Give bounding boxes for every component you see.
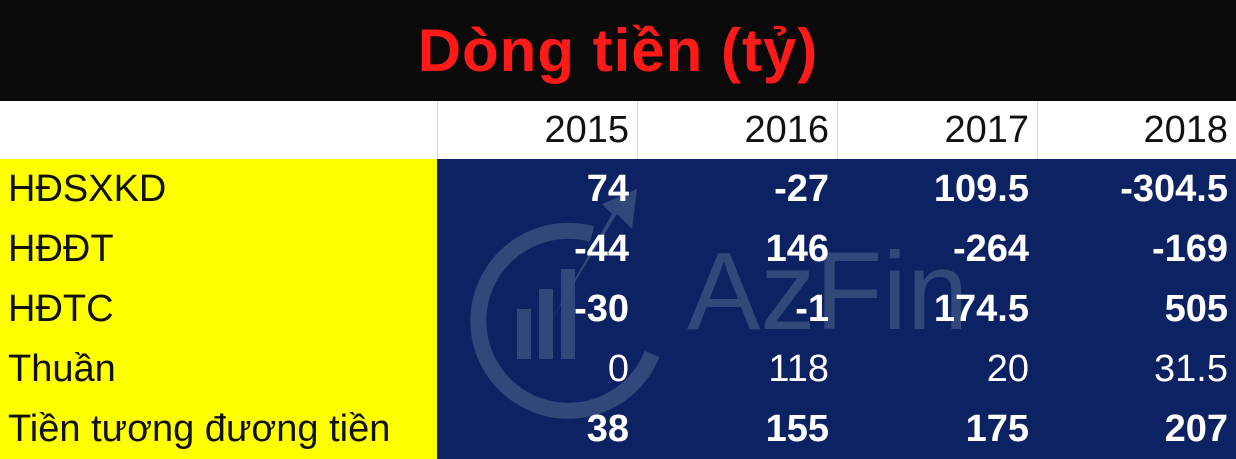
cell-hddt-2018: -169	[1151, 227, 1228, 270]
cell-hdsxkd-2017: 109.5	[933, 167, 1029, 210]
row-label-tien-tuong-duong-tien: Tiền tương đương tiền	[8, 407, 391, 450]
year-header-2016: 2016	[637, 101, 837, 159]
cell-thuan-2015: 0	[607, 347, 629, 390]
cell-hdtc-2015: -30	[574, 287, 629, 330]
cell-tien-tuong-duong-tien-2015: 38	[586, 407, 629, 450]
data-area: AzFin 74 -27 109.5 -304.5 -44 146 -264 -…	[437, 159, 1236, 459]
cell-thuan-2016: 118	[768, 347, 829, 390]
cell-thuan-2017: 20	[986, 347, 1029, 390]
cell-hdtc-2017: 174.5	[933, 287, 1029, 330]
row-label-hdtc: HĐTC	[8, 287, 114, 330]
cell-hdsxkd-2018: -304.5	[1120, 167, 1228, 210]
table-title: Dòng tiền (tỷ)	[417, 16, 819, 84]
cell-hddt-2017: -264	[952, 227, 1029, 270]
cell-tien-tuong-duong-tien-2018: 207	[1164, 407, 1228, 450]
cell-hdsxkd-2016: -27	[774, 167, 829, 210]
row-label-hdsxkd: HĐSXKD	[8, 167, 167, 210]
cell-hddt-2015: -44	[574, 227, 629, 270]
cell-tien-tuong-duong-tien-2016: 155	[765, 407, 829, 450]
cell-hdtc-2016: -1	[795, 287, 829, 330]
row-label-hddt: HĐĐT	[8, 227, 114, 270]
cell-hdsxkd-2015: 74	[586, 167, 629, 210]
year-header-2017: 2017	[837, 101, 1037, 159]
cell-hdtc-2018: 505	[1164, 287, 1228, 330]
year-header-row: 2015 2016 2017 2018	[0, 101, 1236, 159]
year-header-2015: 2015	[437, 101, 637, 159]
row-label-thuan: Thuần	[8, 347, 116, 390]
cell-tien-tuong-duong-tien-2017: 175	[965, 407, 1029, 450]
cell-hddt-2016: 146	[765, 227, 829, 270]
year-header-2018: 2018	[1037, 101, 1236, 159]
row-label-column: HĐSXKD HĐĐT HĐTC Thuần Tiền tương đương …	[0, 159, 437, 459]
cell-thuan-2018: 31.5	[1154, 347, 1228, 390]
title-bar: Dòng tiền (tỷ)	[0, 0, 1236, 101]
